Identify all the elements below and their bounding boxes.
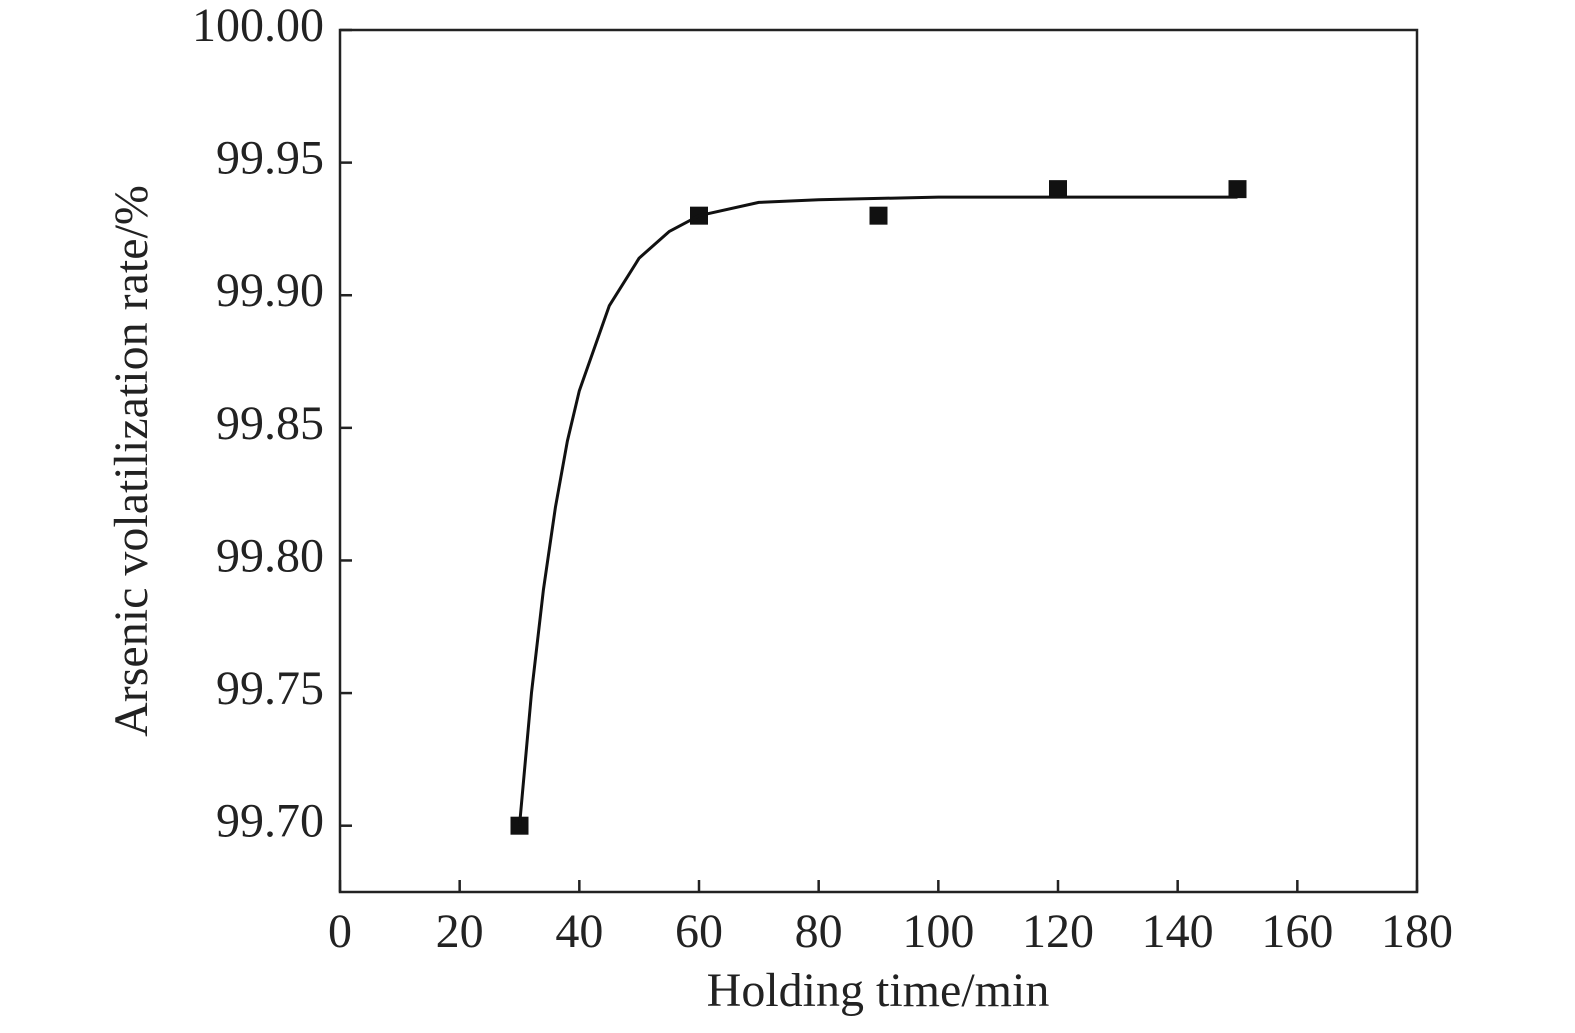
x-axis-title: Holding time/min (707, 964, 1050, 1017)
y-tick-label: 99.75 (216, 662, 324, 715)
data-point (1049, 180, 1067, 199)
x-tick-label: 60 (675, 905, 723, 958)
data-point (1228, 180, 1247, 199)
x-tick-label: 0 (328, 905, 352, 958)
x-tick-label: 20 (436, 905, 484, 958)
fit-curve (518, 195, 1238, 826)
y-tick-label: 99.95 (216, 132, 324, 185)
x-tick-label: 40 (555, 905, 603, 958)
plot-frame (338, 28, 1419, 894)
x-tick-label: 160 (1261, 905, 1333, 958)
y-tick-label: 100.00 (192, 0, 324, 52)
y-axis-title: Arsenic volatilization rate/% (105, 185, 158, 737)
y-tick-label: 99.90 (216, 264, 324, 317)
x-tick-label: 100 (902, 905, 974, 958)
y-tick-label: 99.80 (216, 529, 324, 582)
x-tick-label: 80 (795, 905, 843, 958)
y-tick-label: 99.85 (216, 397, 324, 450)
x-tick-label: 120 (1022, 905, 1094, 958)
x-tick-label: 180 (1381, 905, 1453, 958)
y-tick-label: 99.70 (216, 795, 324, 848)
x-tick-label: 140 (1142, 905, 1214, 958)
data-point (869, 206, 888, 225)
